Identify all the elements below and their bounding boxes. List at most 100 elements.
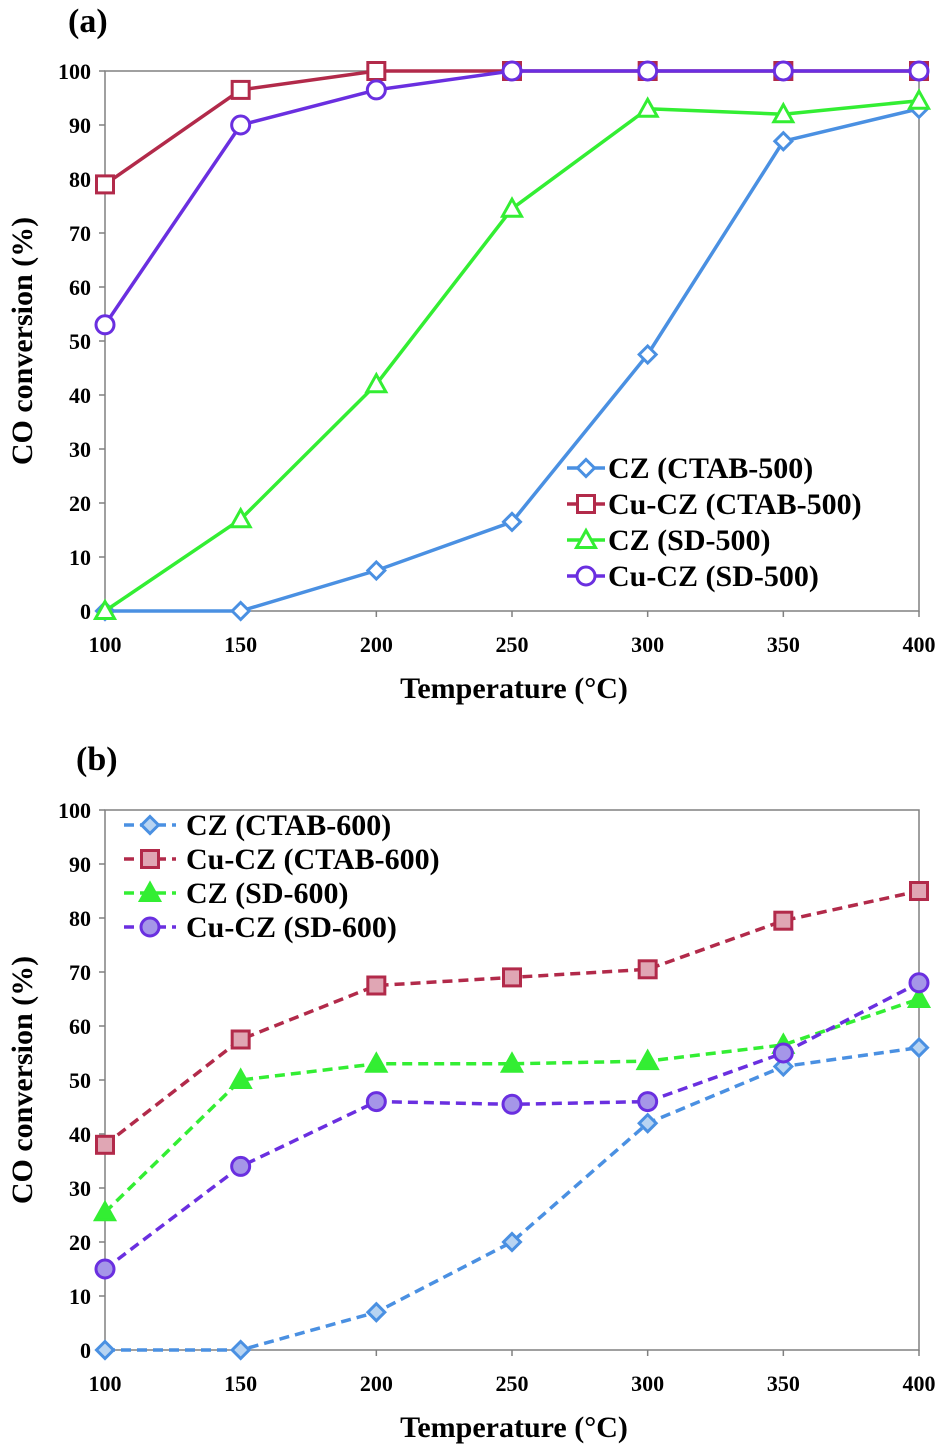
- y-tick-label: 10: [69, 545, 91, 570]
- y-tick-label: 70: [69, 221, 91, 246]
- data-point: [637, 959, 658, 980]
- data-point: [637, 343, 659, 366]
- data-point: [908, 60, 930, 82]
- series-0: [94, 1036, 930, 1361]
- y-tick-label: 10: [69, 1284, 91, 1309]
- legend-marker: [576, 494, 596, 514]
- y-axis-title: CO conversion (%): [6, 217, 39, 465]
- panel-b: (b) 0 10 20 30 40 50 60 70 80 90 100 100 150 200 250 300…: [6, 741, 936, 1444]
- series-0: [94, 98, 930, 622]
- y-axis-title: CO conversion (%): [6, 956, 39, 1204]
- x-tick-label: 400: [903, 632, 936, 657]
- x-tick-label: 100: [89, 632, 122, 657]
- y-tick-label: 60: [69, 275, 91, 300]
- series-3: [94, 60, 930, 336]
- y-tick-label: 0: [80, 599, 91, 624]
- data-point: [230, 1029, 251, 1050]
- data-point: [501, 60, 523, 82]
- panel-label: (a): [68, 3, 108, 40]
- data-point: [366, 61, 387, 81]
- series-line: [105, 1045, 920, 1352]
- data-point: [365, 1091, 387, 1113]
- data-point: [502, 967, 522, 988]
- data-point: [909, 881, 929, 901]
- data-point: [773, 910, 794, 931]
- data-point: [364, 371, 389, 394]
- data-point: [92, 1199, 118, 1222]
- legend-marker: [139, 916, 161, 938]
- data-point: [228, 1067, 253, 1089]
- x-tick-label: 300: [631, 632, 664, 657]
- data-point: [365, 79, 387, 101]
- x-tick-label: 250: [496, 1371, 529, 1396]
- legend-label: CZ (CTAB-500): [608, 452, 813, 485]
- legend-marker: [139, 814, 161, 836]
- data-point: [92, 598, 118, 620]
- data-point: [364, 1051, 389, 1073]
- panel-label: (b): [76, 741, 118, 778]
- y-tick-label: 40: [69, 383, 91, 408]
- data-point: [499, 1051, 525, 1073]
- data-point: [230, 1155, 252, 1177]
- legend-label: Cu-CZ (CTAB-500): [608, 488, 862, 521]
- data-point: [230, 1339, 252, 1361]
- x-tick-label: 100: [89, 1371, 122, 1396]
- y-tick-label: 30: [69, 1176, 91, 1201]
- data-point: [637, 1091, 659, 1113]
- data-point: [94, 314, 116, 336]
- series-line: [103, 981, 920, 1271]
- panel-a: (a) 0 10 20 30 40 50 60 70 80 90 100 100 150 200 250 300…: [6, 3, 936, 705]
- x-tick-label: 300: [631, 1371, 664, 1396]
- y-tick-label: 80: [69, 167, 91, 192]
- legend-label: CZ (CTAB-600): [186, 809, 391, 842]
- series-1: [95, 881, 929, 1155]
- data-point: [230, 79, 251, 100]
- y-tick-label: 20: [69, 1230, 91, 1255]
- series-1: [95, 61, 929, 195]
- y-tick-label: 50: [69, 1068, 91, 1093]
- legend: CZ (CTAB-500)Cu-CZ (CTAB-500)CZ (SD-500)…: [567, 452, 862, 593]
- data-point: [908, 972, 930, 994]
- data-point: [94, 1339, 116, 1361]
- data-point: [95, 174, 115, 195]
- legend-marker: [575, 457, 597, 479]
- data-point: [906, 88, 932, 110]
- y-tick-label: 70: [69, 960, 91, 985]
- data-point: [230, 114, 252, 136]
- data-point: [366, 975, 387, 996]
- data-point: [772, 60, 794, 82]
- y-tick-label: 60: [69, 1014, 91, 1039]
- y-tick-label: 0: [80, 1338, 91, 1363]
- y-tick-label: 80: [69, 906, 91, 931]
- data-point: [908, 1036, 930, 1059]
- y-tick-label: 40: [69, 1122, 91, 1147]
- legend-label: CZ (SD-500): [608, 524, 771, 557]
- data-point: [635, 96, 660, 118]
- data-point: [637, 1112, 659, 1134]
- data-point: [228, 506, 253, 529]
- x-axis-title: Temperature (°C): [400, 1411, 628, 1444]
- legend-label: CZ (SD-600): [186, 877, 349, 910]
- legend-marker: [137, 880, 163, 902]
- legend-label: Cu-CZ (SD-500): [608, 560, 819, 593]
- data-point: [906, 986, 932, 1008]
- data-point: [772, 1042, 794, 1064]
- legend: CZ (CTAB-600)Cu-CZ (CTAB-600)CZ (SD-600)…: [124, 809, 440, 944]
- legend-label: Cu-CZ (SD-600): [186, 911, 397, 944]
- y-tick-label: 90: [69, 852, 91, 877]
- series-3: [94, 972, 930, 1280]
- y-tick-label: 50: [69, 329, 91, 354]
- series-line: [104, 98, 920, 613]
- x-tick-label: 350: [767, 632, 800, 657]
- series-2: [92, 88, 932, 620]
- data-point: [637, 60, 659, 82]
- y-tick-label: 30: [69, 437, 91, 462]
- data-point: [501, 1093, 523, 1115]
- series-line: [103, 69, 919, 186]
- x-tick-label: 350: [767, 1371, 800, 1396]
- data-point: [95, 1134, 115, 1155]
- legend-marker: [573, 527, 599, 549]
- x-tick-label: 200: [360, 632, 393, 657]
